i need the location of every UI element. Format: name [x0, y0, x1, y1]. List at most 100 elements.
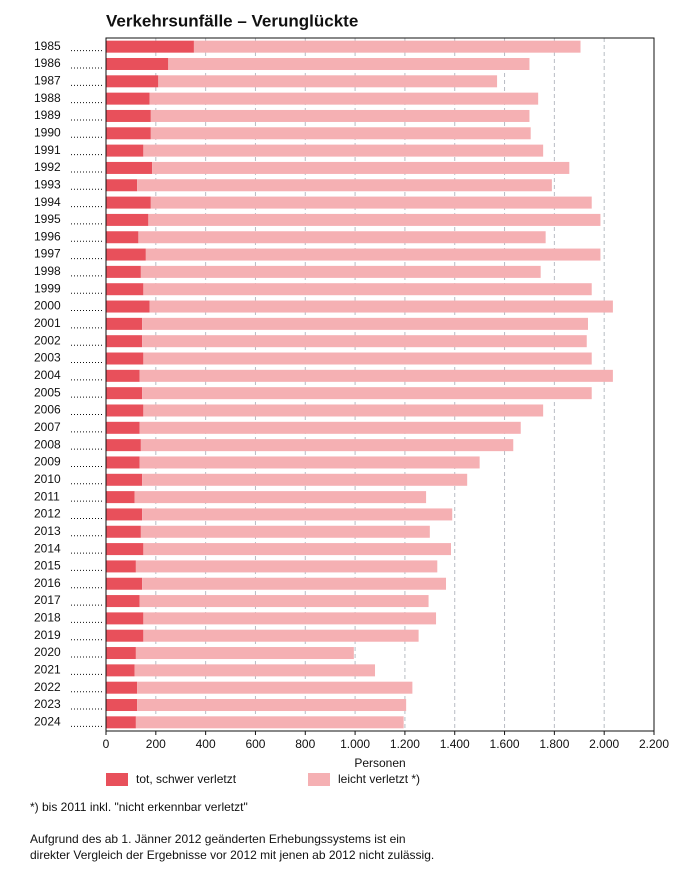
bar-segment [106, 629, 144, 642]
bar-segment [134, 664, 376, 677]
bar-segment [139, 421, 521, 434]
bar-segment [142, 508, 453, 521]
y-tick-label: 1999 [34, 281, 61, 295]
bar-segment [143, 352, 592, 365]
bar-segment [106, 404, 144, 417]
bar-segment [143, 543, 451, 556]
bar-segment [150, 109, 530, 122]
x-tick-label: 1.400 [440, 737, 470, 751]
bar-segment [150, 127, 531, 140]
bar-segment [149, 92, 539, 105]
y-tick-label: 1994 [34, 195, 61, 209]
y-tick-label: 2003 [34, 351, 61, 365]
bar-segment [137, 699, 407, 712]
bar-segment [106, 473, 143, 486]
y-tick-label: 2010 [34, 472, 61, 486]
bar-segment [152, 161, 570, 174]
y-tick-label: 1998 [34, 264, 61, 278]
bar-segment [142, 473, 468, 486]
y-tick-label: 2022 [34, 680, 61, 694]
bar-segment [106, 525, 141, 538]
bar-segment [139, 369, 613, 382]
bar-segment [168, 57, 530, 70]
x-tick-label: 800 [295, 737, 315, 751]
y-tick-label: 1993 [34, 177, 61, 191]
y-tick-label: 2018 [34, 611, 61, 625]
bar-segment [106, 109, 151, 122]
bar-segment [106, 196, 151, 209]
bar-segment [142, 387, 592, 400]
bar-segment [137, 179, 552, 192]
y-tick-label: 2009 [34, 455, 61, 469]
bar-segment [106, 491, 135, 504]
bar-segment [106, 248, 146, 261]
x-tick-label: 200 [146, 737, 166, 751]
y-tick-label: 2016 [34, 576, 61, 590]
chart-title: Verkehrsunfälle – Verunglückte [106, 11, 358, 30]
bar-segment [106, 439, 141, 452]
bar-segment [106, 647, 136, 660]
x-tick-label: 1.800 [539, 737, 569, 751]
bar-segment [143, 612, 437, 625]
footnote: direkter Vergleich der Ergebnisse vor 20… [30, 848, 434, 862]
y-tick-label: 1996 [34, 229, 61, 243]
legend-label: leicht verletzt *) [338, 772, 420, 786]
y-tick-label: 2006 [34, 403, 61, 417]
y-tick-label: 2017 [34, 593, 61, 607]
bar-segment [106, 508, 143, 521]
x-tick-label: 400 [196, 737, 216, 751]
x-tick-label: 0 [103, 737, 110, 751]
bar-segment [139, 595, 429, 608]
bar-segment [143, 283, 592, 296]
y-tick-label: 2002 [34, 333, 61, 347]
bar-segment [106, 699, 138, 712]
bar-segment [145, 248, 601, 261]
bar-segment [106, 57, 169, 70]
bar-segment [158, 75, 498, 88]
x-tick-label: 2.200 [639, 737, 669, 751]
x-tick-label: 1.200 [390, 737, 420, 751]
bar-segment [134, 491, 427, 504]
bar-segment [135, 560, 438, 573]
bar-segment [139, 456, 480, 469]
bar-segment [106, 369, 140, 382]
bar-segment [106, 283, 144, 296]
y-tick-label: 2021 [34, 663, 61, 677]
y-tick-label: 2011 [34, 489, 60, 503]
bar-segment [148, 213, 601, 226]
footnote: Aufgrund des ab 1. Jänner 2012 geänderte… [30, 832, 406, 846]
bar-segment [106, 387, 143, 400]
bar-segment [150, 196, 592, 209]
bar-segment [106, 265, 141, 278]
x-tick-label: 2.000 [589, 737, 619, 751]
bar-segment [106, 213, 149, 226]
bar-segment [149, 300, 613, 313]
bar-segment [106, 352, 144, 365]
y-tick-label: 1986 [34, 56, 61, 70]
x-tick-label: 1.600 [490, 737, 520, 751]
bar-segment [142, 317, 588, 330]
y-tick-label: 2019 [34, 628, 61, 642]
bar-segment [143, 144, 544, 157]
bar-segment [137, 681, 413, 694]
bar-segment [106, 595, 140, 608]
bar-segment [140, 525, 430, 538]
y-tick-label: 2015 [34, 559, 61, 573]
bar-segment [142, 335, 587, 348]
y-tick-label: 2012 [34, 507, 61, 521]
bar-segment [106, 92, 150, 105]
y-tick-label: 2020 [34, 645, 61, 659]
y-tick-label: 2013 [34, 524, 61, 538]
bar-segment [106, 681, 138, 694]
footnote: *) bis 2011 inkl. "nicht erkennbar verle… [30, 800, 248, 814]
bar-segment [106, 317, 143, 330]
bar-segment [106, 716, 136, 729]
bar-segment [106, 161, 153, 174]
y-tick-label: 1995 [34, 212, 61, 226]
plot-frame [105, 37, 655, 732]
bar-segment [138, 231, 546, 244]
x-axis-label: Personen [354, 756, 405, 770]
bar-segment [106, 543, 144, 556]
y-tick-label: 2000 [34, 299, 61, 313]
y-tick-label: 1985 [34, 39, 61, 53]
